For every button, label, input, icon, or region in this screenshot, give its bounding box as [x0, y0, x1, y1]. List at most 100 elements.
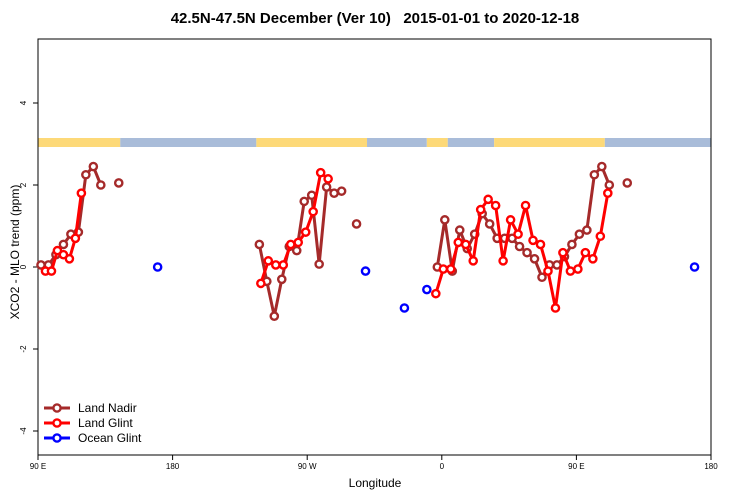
- y-tick-label: -4: [19, 427, 28, 435]
- point-land-glint: [270, 260, 281, 270]
- point-ocean-glint: [422, 284, 432, 295]
- chart-title: 42.5N-47.5N December (Ver 10) 2015-01-01…: [170, 10, 580, 27]
- point-land-glint: [580, 247, 591, 258]
- point-land-glint: [76, 188, 87, 198]
- x-tick-label: 0: [440, 462, 445, 471]
- y-tick-label: 2: [19, 182, 28, 187]
- surface-segment-land: [256, 138, 368, 147]
- point-land-nadir: [567, 239, 577, 250]
- legend-marker-land-nadir: [44, 402, 70, 413]
- point-ocean-glint: [689, 262, 700, 272]
- point-land-nadir: [622, 178, 633, 188]
- point-land-nadir: [484, 219, 495, 229]
- legend-entry-land-nadir: Land Nadir: [42, 400, 141, 415]
- y-tick-label: -2: [19, 345, 28, 353]
- plot-frame: [37, 38, 712, 456]
- point-land-glint: [490, 200, 501, 211]
- point-land-glint: [70, 233, 81, 244]
- point-land-glint: [498, 256, 508, 266]
- point-land-nadir: [88, 161, 99, 172]
- surface-segment-ocean: [367, 138, 427, 147]
- point-land-glint: [64, 253, 75, 264]
- point-land-nadir: [58, 239, 69, 250]
- point-land-glint: [475, 204, 486, 215]
- point-land-glint: [528, 235, 538, 246]
- point-land-glint: [285, 239, 296, 250]
- surface-segment-ocean: [447, 138, 495, 147]
- point-land-nadir: [254, 239, 265, 250]
- point-land-glint: [565, 266, 576, 276]
- point-land-glint: [445, 264, 456, 274]
- legend-marker-land-glint: [44, 417, 70, 428]
- point-land-glint: [315, 167, 326, 178]
- point-land-nadir: [522, 247, 532, 258]
- y-axis-label: XCO2 - MLO trend (ppm): [8, 184, 22, 320]
- point-land-glint: [588, 253, 598, 264]
- x-tick-label: 90 E: [30, 462, 46, 471]
- surface-segment-ocean: [604, 138, 711, 147]
- point-land-glint: [558, 247, 568, 258]
- surface-segment-land: [38, 138, 121, 147]
- point-land-glint: [438, 264, 449, 274]
- point-land-glint: [278, 260, 289, 270]
- point-land-nadir: [314, 259, 324, 269]
- point-land-glint: [550, 303, 561, 313]
- point-land-glint: [468, 256, 479, 266]
- point-land-glint: [505, 215, 516, 225]
- legend-entry-land-glint: Land Glint: [42, 415, 141, 430]
- legend-marker-ocean-glint: [44, 432, 70, 443]
- x-axis-label: Longitude: [348, 476, 402, 490]
- point-land-nadir: [81, 169, 91, 180]
- point-land-glint: [595, 231, 606, 242]
- point-land-glint: [453, 237, 464, 248]
- point-land-glint: [483, 194, 493, 205]
- point-land-nadir: [291, 245, 302, 256]
- point-land-glint: [300, 227, 311, 237]
- point-land-nadir: [269, 311, 280, 322]
- legend-label-land-glint: Land Glint: [78, 415, 133, 430]
- surface-segment-ocean: [120, 138, 257, 147]
- y-tick-label: 4: [19, 100, 28, 105]
- legend-entry-ocean-glint: Ocean Glint: [42, 430, 141, 445]
- point-land-glint: [263, 256, 274, 266]
- point-land-nadir: [604, 180, 615, 190]
- point-land-glint: [256, 278, 266, 289]
- point-land-glint: [513, 229, 523, 239]
- point-land-nadir: [306, 190, 317, 201]
- point-land-nadir: [574, 229, 585, 239]
- point-ocean-glint: [152, 262, 163, 272]
- surface-segment-land: [426, 138, 448, 147]
- legend-label-land-nadir: Land Nadir: [78, 400, 137, 415]
- point-land-glint: [46, 266, 57, 276]
- point-land-nadir: [336, 186, 347, 196]
- point-land-nadir: [537, 272, 547, 283]
- point-land-glint: [603, 188, 613, 198]
- surface-segment-land: [494, 138, 605, 147]
- point-land-nadir: [597, 161, 607, 172]
- point-land-glint: [308, 206, 318, 217]
- point-land-nadir: [439, 215, 450, 225]
- point-land-nadir: [589, 169, 600, 180]
- series-line-land-nadir: [435, 165, 611, 279]
- point-ocean-glint: [399, 303, 410, 313]
- legend-label-ocean-glint: Ocean Glint: [78, 430, 142, 445]
- point-land-nadir: [529, 253, 540, 264]
- point-land-glint: [520, 200, 531, 211]
- point-land-glint: [431, 288, 441, 299]
- point-land-glint: [573, 264, 583, 274]
- point-land-nadir: [276, 274, 287, 285]
- x-tick-label: 180: [166, 462, 180, 471]
- point-land-glint: [323, 174, 333, 184]
- x-tick-label: 180: [704, 462, 718, 471]
- legend: Land Nadir Land Glint Ocean Glint: [42, 400, 141, 445]
- point-land-nadir: [299, 196, 310, 207]
- point-land-nadir: [96, 180, 106, 190]
- point-land-nadir: [582, 225, 592, 235]
- point-land-nadir: [321, 182, 332, 192]
- point-land-nadir: [329, 188, 339, 198]
- point-ocean-glint: [360, 266, 371, 276]
- x-tick-label: 90 E: [568, 462, 584, 471]
- point-land-nadir: [454, 225, 465, 235]
- y-tick-label: 0: [19, 264, 28, 269]
